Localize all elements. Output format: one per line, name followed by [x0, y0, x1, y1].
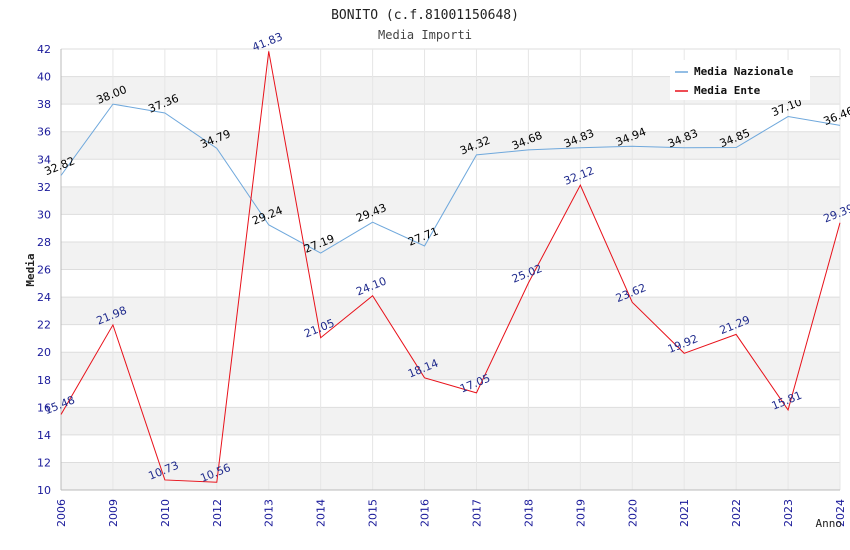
grid-band: [61, 241, 840, 270]
x-tick-label: 2017: [470, 499, 483, 527]
y-tick-label: 24: [37, 291, 51, 304]
x-tick-labels: 2006 2009 2010 2012 2013 2014 2015 2016 2017 2018…: [55, 499, 847, 527]
x-tick-label: 2014: [315, 499, 328, 527]
y-tick-label: 36: [37, 126, 51, 139]
y-tick-labels: 10 12 14 16 18 20 22 24 26 28 30 32 34 36 38 40 42: [37, 43, 51, 497]
grid-lines: [60, 48, 841, 491]
grid-band: [61, 131, 840, 160]
y-tick-label: 14: [37, 429, 51, 442]
grid-band: [61, 379, 840, 408]
series-line-media-ente: [60, 51, 841, 483]
x-tick-label: 2006: [55, 499, 68, 527]
grid-band: [61, 324, 840, 353]
grid-band: [61, 159, 840, 187]
series-line-media-nazionale: [60, 103, 841, 254]
y-tick-label: 16: [37, 401, 51, 414]
x-tick-label: 2009: [107, 499, 120, 527]
x-tick-label: 2024: [834, 499, 847, 527]
grid-band: [61, 462, 840, 490]
x-tick-label: 2016: [419, 499, 432, 527]
x-tick-label: 2018: [522, 499, 535, 527]
series-lines: [60, 51, 841, 483]
grid-band: [61, 434, 840, 463]
y-tick-label: 40: [37, 71, 51, 84]
grid-band: [61, 269, 840, 298]
x-tick-label: 2021: [678, 499, 691, 527]
grid-band: [61, 214, 840, 242]
y-tick-label: 10: [37, 484, 51, 497]
y-tick-label: 42: [37, 43, 51, 56]
y-tick-label: 28: [37, 236, 51, 249]
y-tick-label: 12: [37, 456, 51, 469]
y-axis-label: Media: [24, 253, 37, 286]
x-tick-label: 2012: [211, 499, 224, 527]
grid-band: [61, 104, 840, 132]
grid-band: [61, 352, 840, 380]
legend-label-media-nazionale: Media Nazionale: [694, 65, 794, 78]
legend-box: [670, 60, 810, 100]
x-tick-label: 2010: [159, 499, 172, 527]
chart-title: BONITO (c.f.81001150648): [331, 8, 519, 23]
x-tick-label: 2013: [263, 499, 276, 527]
x-axis-label: Anno: [816, 517, 843, 530]
legend: Media Nazionale Media Ente: [670, 60, 810, 100]
y-tick-label: 34: [37, 153, 51, 166]
legend-label-media-ente: Media Ente: [694, 84, 761, 97]
grid-bands: [61, 49, 840, 490]
y-tick-label: 26: [37, 264, 51, 277]
x-tick-label: 2022: [730, 499, 743, 527]
x-tick-label: 2023: [782, 499, 795, 527]
grid-band: [61, 407, 840, 435]
chart-subtitle: Media Importi: [378, 28, 472, 42]
x-tick-label: 2020: [626, 499, 639, 527]
x-tick-label: 2015: [367, 499, 380, 527]
y-tick-label: 30: [37, 208, 51, 221]
y-tick-label: 32: [37, 181, 51, 194]
y-tick-label: 22: [37, 319, 51, 332]
y-tick-label: 18: [37, 374, 51, 387]
y-tick-label: 20: [37, 346, 51, 359]
y-tick-label: 38: [37, 98, 51, 111]
grid-band: [61, 297, 840, 325]
x-tick-label: 2019: [574, 499, 587, 527]
